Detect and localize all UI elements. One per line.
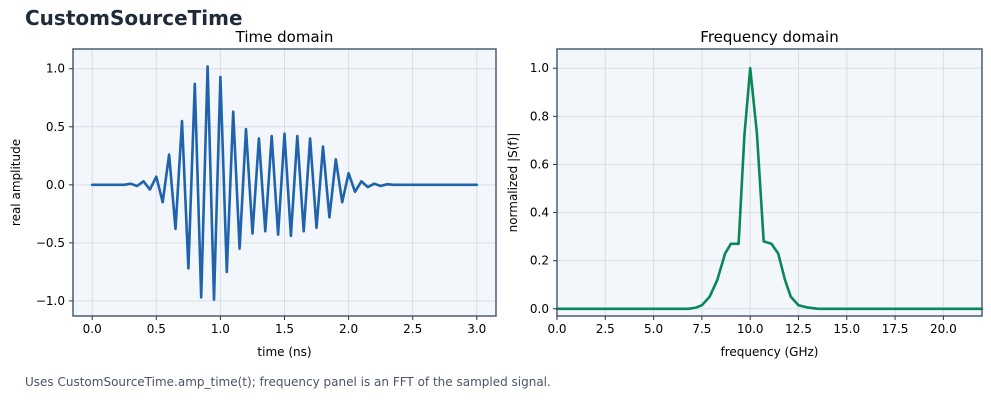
freq-y-tick-label: 0.8 [530,109,549,123]
freq-x-tick-label: 17.5 [882,322,909,336]
figure-title: CustomSourceTime [25,6,243,30]
freq-series-line [555,66,984,311]
freq-x-axis-label: frequency (GHz) [721,345,819,359]
freq-axes-frame [556,48,983,317]
time-y-tick-label: 0.0 [46,178,65,192]
time-x-tick-label: 2.5 [403,322,422,336]
time-y-tick-label: −0.5 [36,236,65,250]
time-x-tick-label: 1.0 [211,322,230,336]
time-x-tick-label: 0.0 [83,322,102,336]
time-x-tick-label: 3.0 [467,322,486,336]
time-x-tick-label: 0.5 [147,322,166,336]
freq-x-tick-label: 0.0 [547,322,566,336]
freq-x-tick-label: 10.0 [737,322,764,336]
time-series-line [90,65,479,302]
freq-y-tick-label: 0.2 [530,254,549,268]
freq-x-tick-label: 15.0 [833,322,860,336]
freq-panel-title: Frequency domain [700,28,838,46]
time-y-tick-label: −1.0 [36,294,65,308]
freq-plot-area [557,49,982,316]
time-domain-panel: 0.0 0.5 1.0 1.5 2.0 2.5 3.0 −1.0 −0.5 0.0 0.5 1.0 Ti… [9,28,497,359]
time-x-tick-label: 2.0 [339,322,358,336]
freq-y-axis-label: normalized |S(f)| [506,133,520,233]
footer-note: Uses CustomSourceTime.amp_time(t); frequ… [25,375,551,389]
time-y-tick-label: 1.0 [46,62,65,76]
freq-x-tick-label: 20.0 [930,322,957,336]
freq-x-tick-label: 7.5 [692,322,711,336]
freq-y-tick-label: 0.0 [530,302,549,316]
time-x-axis-label: time (ns) [257,345,311,359]
freq-y-tick-label: 1.0 [530,61,549,75]
time-y-axis-label: real amplitude [9,139,23,226]
freq-y-tick-label: 0.4 [530,206,549,220]
time-x-tick-label: 1.5 [275,322,294,336]
freq-x-tick-label: 5.0 [644,322,663,336]
time-panel-title: Time domain [235,28,334,46]
frequency-domain-panel: 0.0 2.5 5.0 7.5 10.0 12.5 15.0 17.5 20.0 0.0 0.2 0.… [506,28,984,359]
freq-x-tick-label: 12.5 [785,322,812,336]
time-y-tick-label: 0.5 [46,120,65,134]
freq-x-tick-label: 2.5 [596,322,615,336]
freq-y-tick-label: 0.6 [530,157,549,171]
